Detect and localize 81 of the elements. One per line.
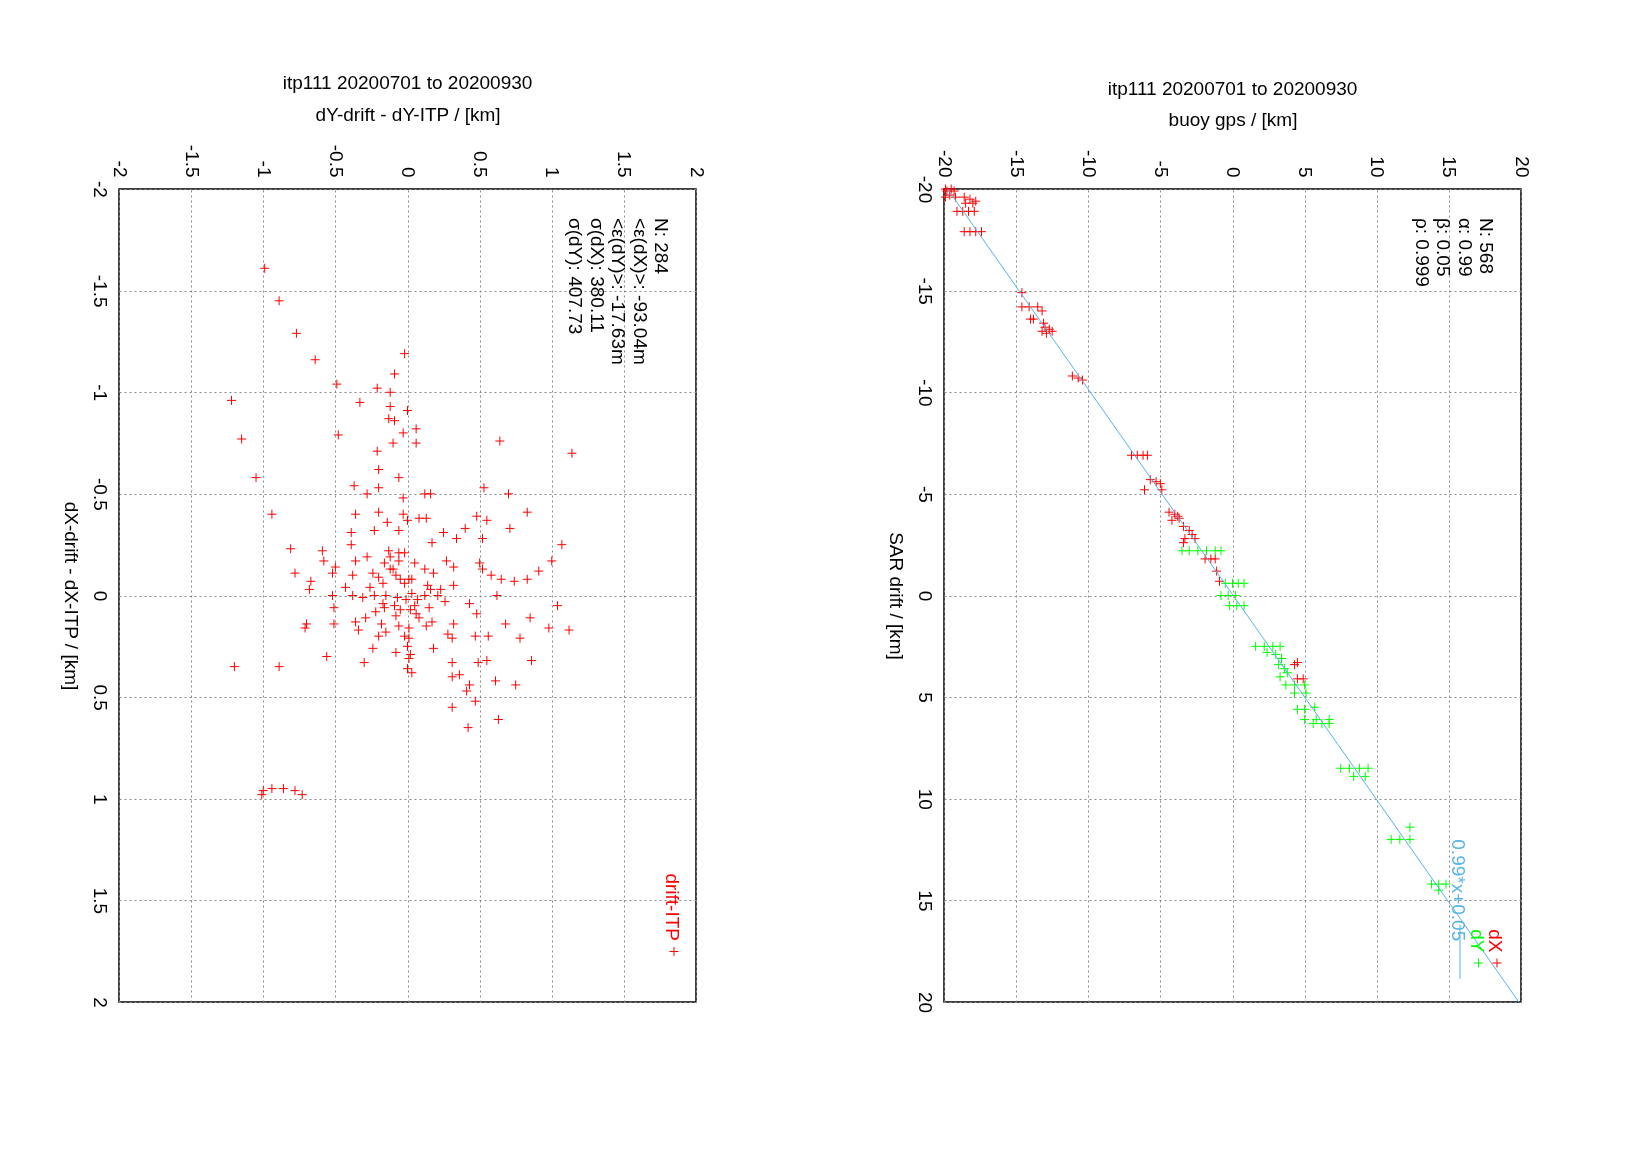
y-tick-label: -15 [914, 277, 936, 305]
annotation: <ε(dX)>: -93.04m [629, 218, 651, 365]
point [1348, 771, 1359, 782]
y-tick-label: 5 [914, 692, 936, 703]
x-tick-label: -20 [934, 150, 956, 178]
y-tick-label: 1 [89, 793, 111, 805]
y-tick-label: 0.5 [89, 684, 111, 711]
chart-title: itp111 20200701 to 20200930 [282, 72, 533, 94]
point [1239, 600, 1250, 611]
point [1404, 822, 1415, 833]
point [1363, 763, 1374, 774]
chart-title: itp111 20200701 to 20200930 [1107, 77, 1358, 99]
text: 0.99*x+0.05 [1448, 839, 1469, 942]
x-tick-label: 0.5 [470, 151, 492, 178]
x-tick-label: 1 [542, 166, 564, 178]
point [1215, 545, 1226, 556]
point [1299, 714, 1310, 725]
text: dY [1466, 929, 1488, 953]
point [1201, 545, 1212, 556]
point [1440, 879, 1451, 890]
point [1250, 641, 1261, 652]
text: dX [1485, 929, 1506, 953]
point [1239, 578, 1250, 589]
point [1267, 641, 1278, 652]
point [1335, 763, 1346, 774]
point [1360, 771, 1371, 782]
point [1301, 688, 1312, 699]
x-tick-label: -15 [1006, 150, 1028, 178]
x-tick-label: 2 [686, 166, 708, 178]
text: drift-ITP [662, 873, 683, 941]
annotation: σ(dY): 407.73 [565, 218, 586, 335]
y-tick-label: 15 [914, 890, 936, 912]
point [1394, 834, 1405, 845]
x-tick-label: 5 [1295, 166, 1317, 178]
point [1299, 704, 1310, 715]
x-tick-label: 1.5 [614, 151, 636, 178]
annotation: β: 0.05 [1433, 218, 1454, 277]
point [1177, 545, 1188, 556]
point [1275, 641, 1286, 652]
point [1426, 879, 1437, 890]
y-tick-label: -5 [914, 485, 936, 503]
y-tick-label: 0 [89, 590, 111, 602]
annotation: N: 284 [651, 218, 672, 275]
annotation: N: 568 [1476, 218, 1497, 274]
y-tick-label: 2 [89, 997, 111, 1008]
point [1192, 545, 1203, 556]
x-axis-title: dY-drift - dY-ITP / [km] [315, 103, 501, 125]
annotation: <ε(dY)>: -17.63m [608, 218, 629, 365]
x-axis-title: buoy gps / [km] [1168, 109, 1298, 131]
y-axis-title: SAR drift / [km] [885, 532, 907, 660]
x-tick-label: -2 [109, 160, 131, 178]
y-tick-label: 1.5 [89, 887, 111, 915]
x-tick-label: -1 [253, 160, 275, 178]
y-tick-label: -10 [914, 379, 936, 407]
point [1289, 688, 1300, 699]
x-tick-label: -0.5 [325, 144, 347, 178]
x-tick-label: 20 [1511, 156, 1533, 178]
y-tick-label: 20 [914, 991, 936, 1014]
annotation: σ(dX): 380.11 [586, 218, 608, 333]
point [1275, 671, 1286, 682]
y-tick-label: -0.5 [89, 478, 111, 511]
x-tick-label: 15 [1439, 156, 1461, 178]
x-tick-label: -1.5 [181, 144, 203, 178]
point [1280, 679, 1291, 690]
x-tick-label: 10 [1367, 156, 1389, 178]
y-tick-label: 10 [914, 788, 936, 810]
point [1404, 834, 1415, 845]
x-tick-label: 0 [1223, 166, 1244, 178]
x-tick-label: -10 [1078, 150, 1100, 178]
y-tick-label: -2 [89, 181, 111, 198]
point [1299, 679, 1310, 690]
point [1289, 679, 1300, 690]
y-tick-label: 0 [914, 590, 936, 602]
y-tick-label: -1 [89, 384, 111, 402]
y-tick-label: -1.5 [89, 274, 111, 308]
x-tick-label: -5 [1150, 160, 1172, 178]
y-axis-title: dX-drift - dX-ITP / [km] [60, 501, 82, 691]
annotation: ρ: 0.999 [1411, 218, 1433, 287]
annotation: α: 0.99 [1454, 218, 1476, 277]
point [1344, 763, 1355, 774]
x-tick-label: 0 [398, 166, 419, 178]
